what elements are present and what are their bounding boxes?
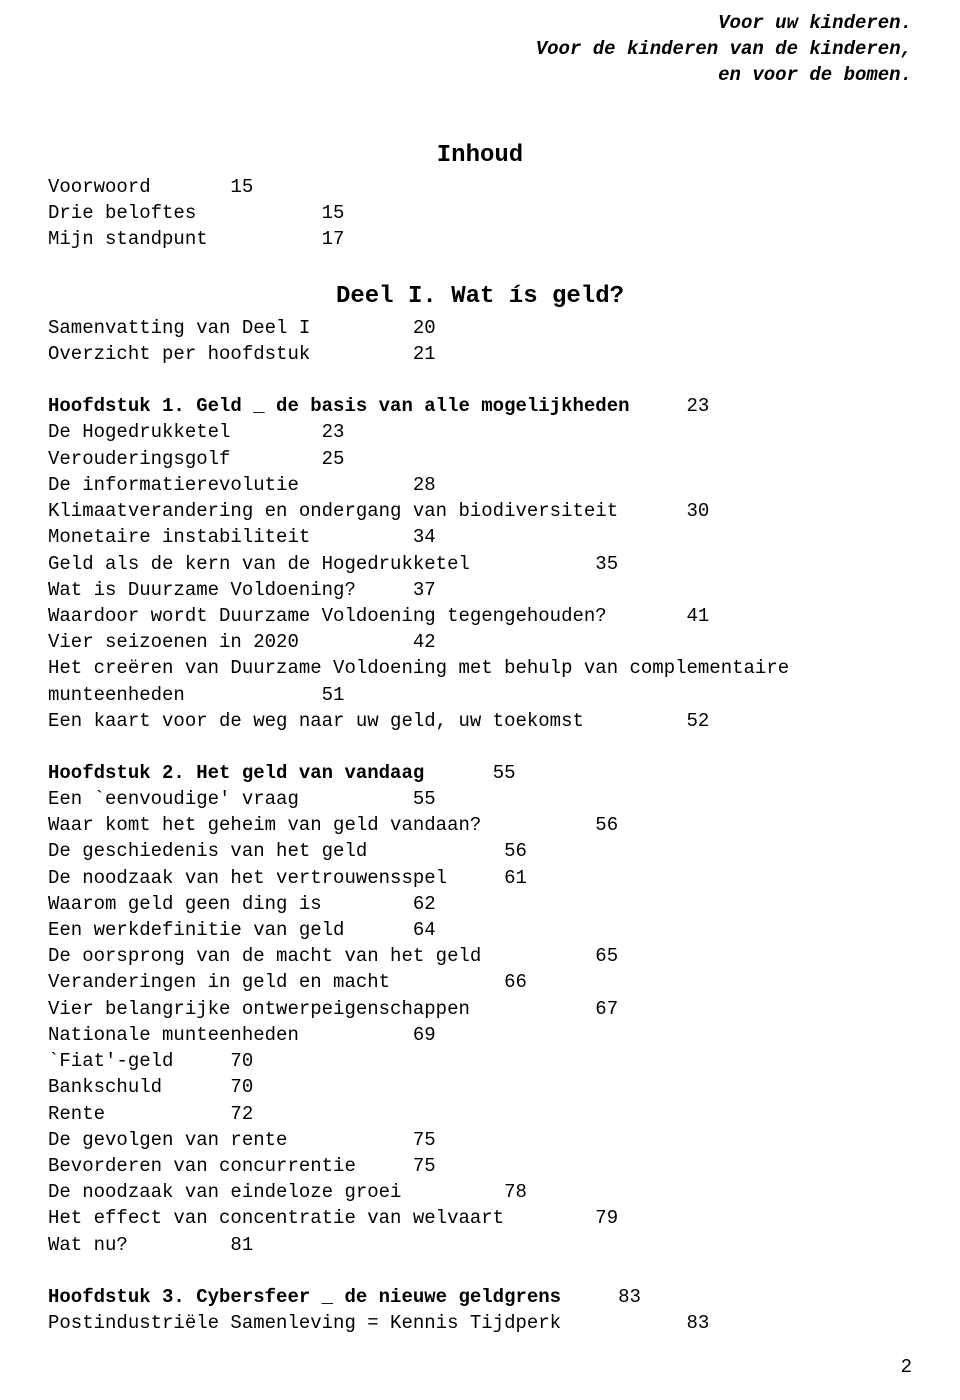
toc-entry: Veranderingen in geld en macht 66 [48,969,912,995]
chapter-heading-page: 83 [618,1286,641,1308]
chapter-heading: Hoofdstuk 3. Cybersfeer _ de nieuwe geld… [48,1284,912,1310]
chapter-heading: Hoofdstuk 1. Geld _ de basis van alle mo… [48,393,912,419]
toc-entry: Een werkdefinitie van geld 64 [48,917,912,943]
toc-preface: Voorwoord 15Drie beloftes 15Mijn standpu… [48,174,912,253]
toc-entry: De Hogedrukketel 23 [48,419,912,445]
toc-entry: Vier belangrijke ontwerpeigenschappen 67 [48,996,912,1022]
toc-ch3: Postindustriële Samenleving = Kennis Tij… [48,1310,912,1336]
toc-entry: Waarom geld geen ding is 62 [48,891,912,917]
toc-entry: De oorsprong van de macht van het geld 6… [48,943,912,969]
toc-title: Inhoud [48,139,912,172]
toc-entry: De gevolgen van rente 75 [48,1127,912,1153]
toc-entry: Voorwoord 15 [48,174,912,200]
toc-entry: Het creëren van Duurzame Voldoening met … [48,655,912,707]
toc-entry: Nationale munteenheden 69 [48,1022,912,1048]
toc-ch1: De Hogedrukketel 23Verouderingsgolf 25De… [48,419,912,734]
toc-entry: Bankschuld 70 [48,1074,912,1100]
chapter-heading-label: Hoofdstuk 3. Cybersfeer _ de nieuwe geld… [48,1286,561,1308]
toc-entry: Waardoor wordt Duurzame Voldoening tegen… [48,603,912,629]
toc-ch2: Een `eenvoudige' vraag 55Waar komt het g… [48,786,912,1258]
toc-entry: De informatierevolutie 28 [48,472,912,498]
toc-entry: Klimaatverandering en ondergang van biod… [48,498,912,524]
toc-entry: Waar komt het geheim van geld vandaan? 5… [48,812,912,838]
toc-entry: Postindustriële Samenleving = Kennis Tij… [48,1310,912,1336]
toc-entry: Monetaire instabiliteit 34 [48,524,912,550]
toc-entry: Wat is Duurzame Voldoening? 37 [48,577,912,603]
dedication-line: Voor de kinderen van de kinderen, [48,36,912,62]
part-heading: Deel I. Wat ís geld? [48,280,912,313]
chapter-heading-page: 55 [493,762,516,784]
toc-entry: Rente 72 [48,1101,912,1127]
toc-entry: `Fiat'-geld 70 [48,1048,912,1074]
chapter-heading-label: Hoofdstuk 1. Geld _ de basis van alle mo… [48,395,630,417]
chapter-heading: Hoofdstuk 2. Het geld van vandaag 55 [48,760,912,786]
chapter-heading-label: Hoofdstuk 2. Het geld van vandaag [48,762,424,784]
toc-entry: De geschiedenis van het geld 56 [48,838,912,864]
dedication-block: Voor uw kinderen. Voor de kinderen van d… [48,10,912,89]
gap [424,762,492,784]
toc-entry: Wat nu? 81 [48,1232,912,1258]
toc-entry: Een kaart voor de weg naar uw geld, uw t… [48,708,912,734]
toc-entry: Verouderingsgolf 25 [48,446,912,472]
page-number: 2 [48,1354,912,1380]
toc-part1: Samenvatting van Deel I 20Overzicht per … [48,315,912,367]
toc-entry: Een `eenvoudige' vraag 55 [48,786,912,812]
toc-entry: Geld als de kern van de Hogedrukketel 35 [48,551,912,577]
dedication-line: en voor de bomen. [48,62,912,88]
toc-entry: Bevorderen van concurrentie 75 [48,1153,912,1179]
toc-entry: De noodzaak van eindeloze groei 78 [48,1179,912,1205]
toc-entry: Vier seizoenen in 2020 42 [48,629,912,655]
toc-entry: Samenvatting van Deel I 20 [48,315,912,341]
toc-entry: Overzicht per hoofdstuk 21 [48,341,912,367]
toc-entry: De noodzaak van het vertrouwensspel 61 [48,865,912,891]
chapter-heading-page: 23 [687,395,710,417]
gap [561,1286,618,1308]
dedication-line: Voor uw kinderen. [48,10,912,36]
toc-entry: Het effect van concentratie van welvaart… [48,1205,912,1231]
toc-entry: Mijn standpunt 17 [48,226,912,252]
toc-entry: Drie beloftes 15 [48,200,912,226]
gap [630,395,687,417]
